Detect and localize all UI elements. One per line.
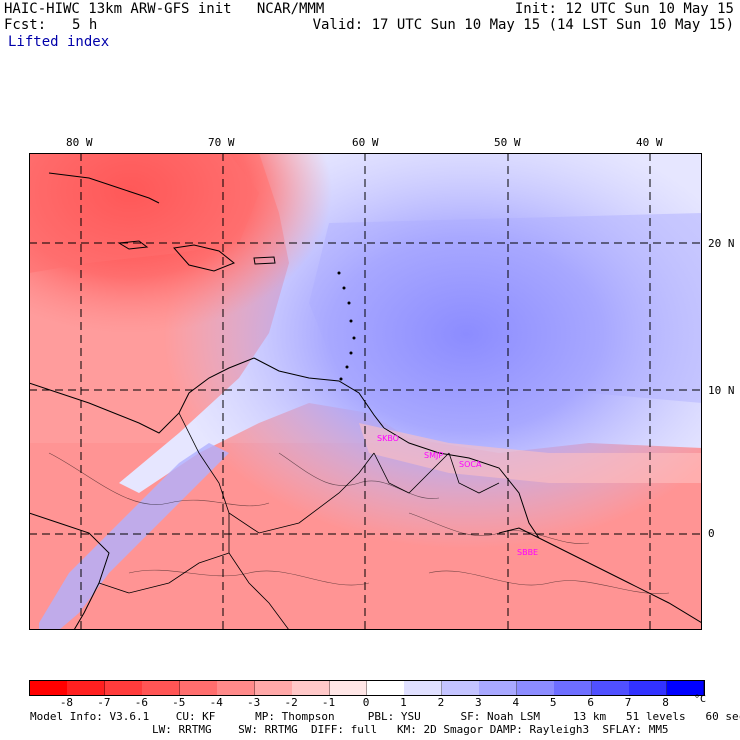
- border: [98, 552, 230, 594]
- colorbar-swatch: [30, 681, 68, 695]
- coastlines: [29, 172, 702, 630]
- andes-stable-streak: [39, 443, 229, 630]
- border: [228, 513, 290, 630]
- contour: [128, 569, 370, 586]
- colorbar-swatch: [441, 681, 480, 695]
- colorbar-unit: °C: [694, 694, 707, 705]
- colorbar-swatch: [142, 681, 181, 695]
- contour: [48, 452, 270, 507]
- colorbar-level-label: 4: [512, 696, 520, 709]
- contour: [428, 570, 670, 594]
- model-info-line2: LW: RRTMG SW: RRTMG DIFF: full KM: 2D Sm…: [152, 723, 669, 736]
- colorbar-level-label: 7: [624, 696, 632, 709]
- colorbar-level-label: 6: [587, 696, 594, 709]
- colorbar-swatch: [629, 681, 668, 695]
- colorbar-swatch: [554, 681, 593, 695]
- colorbar-swatch: [479, 681, 518, 695]
- island-dot: [342, 286, 346, 290]
- island-dot: [339, 377, 343, 381]
- island-dot: [349, 351, 353, 355]
- lon-label-80w: 80 W: [66, 136, 93, 149]
- border: [178, 412, 375, 534]
- colorbar-swatch: [516, 681, 555, 695]
- lon-label-60w: 60 W: [352, 136, 379, 149]
- border: [448, 452, 500, 494]
- island-dot: [349, 319, 353, 323]
- colorbar-level-label: 5: [549, 696, 557, 709]
- island-dot: [352, 336, 356, 340]
- colorbar-level-label: 1: [400, 696, 407, 709]
- coast-central-america: [29, 357, 255, 434]
- colorbar-swatch: [591, 681, 630, 695]
- colorbar-swatch: [292, 681, 331, 695]
- lifted-index-map: SKBO SMJP SOCA SBBE: [29, 153, 702, 630]
- lon-label-40w: 40 W: [636, 136, 663, 149]
- coast-venezuela: [253, 357, 385, 429]
- colorbar-level-label: -4: [209, 696, 223, 709]
- model-info-line1: Model Info: V3.6.1 CU: KF MP: Thompson P…: [30, 710, 740, 723]
- station-label-soca: SOCA: [459, 460, 482, 469]
- station-label-smjp: SMJP: [424, 451, 443, 460]
- contours: [48, 452, 670, 594]
- colorbar-level-label: 3: [475, 696, 482, 709]
- colorbar-swatch: [217, 681, 256, 695]
- lat-label-10n: 10 N: [708, 384, 735, 397]
- map-frame: [29, 153, 702, 630]
- graticule: [29, 153, 702, 630]
- colorbar-swatch: [104, 681, 143, 695]
- lon-label-70w: 70 W: [208, 136, 235, 149]
- island-dot: [337, 271, 341, 275]
- contour: [278, 452, 440, 499]
- forecast-hour: 5 h: [72, 17, 98, 33]
- colorbar-level-label: -6: [134, 696, 148, 709]
- island-dot: [347, 301, 351, 305]
- island-dot: [345, 365, 349, 369]
- colorbar-level-label: -2: [284, 696, 298, 709]
- country-borders: [98, 412, 500, 630]
- colorbar-swatch: [254, 681, 293, 695]
- colorbar-level-label: 2: [437, 696, 445, 709]
- colorbar-level-label: -8: [59, 696, 74, 709]
- lon-label-50w: 50 W: [494, 136, 521, 149]
- coast-puerto-rico: [253, 256, 276, 265]
- colorbar: [29, 680, 705, 696]
- header-init-time: Init: 12 UTC Sun 10 May 15: [514, 1, 734, 17]
- coast-pacific: [29, 512, 110, 630]
- coast-guianas: [383, 427, 540, 539]
- colorbar-swatch: [666, 681, 705, 695]
- lat-label-0: 0: [708, 527, 715, 540]
- lesser-antilles: [337, 271, 356, 381]
- station-labels: SKBO SMJP SOCA SBBE: [377, 434, 538, 557]
- colorbar-level-label: -7: [97, 696, 111, 709]
- coast-cuba: [48, 172, 160, 204]
- colorbar-level-label: -5: [172, 696, 186, 709]
- lat-label-20n: 20 N: [708, 237, 735, 250]
- guiana-coast-shade: [359, 423, 702, 483]
- field-name: Lifted index: [8, 34, 110, 50]
- colorbar-swatch: [67, 681, 106, 695]
- colorbar-swatch: [404, 681, 443, 695]
- forecast-label: Fcst:: [4, 17, 47, 33]
- coast-hispaniola: [173, 244, 235, 272]
- header-title: HAIC-HIWC 13km ARW-GFS init NCAR/MMM: [4, 1, 325, 17]
- contour: [408, 512, 590, 544]
- colorbar-swatch: [367, 681, 405, 695]
- colorbar-level-label: 0: [362, 696, 370, 709]
- header-valid-time: Valid: 17 UTC Sun 10 May 15 (14 LST Sun …: [312, 17, 734, 33]
- station-label-skbo: SKBO: [377, 434, 399, 443]
- colorbar-swatch: [329, 681, 368, 695]
- colorbar-level-label: 8: [662, 696, 669, 709]
- coast-amazon-mouth: [498, 527, 702, 624]
- station-label-sbbe: SBBE: [517, 548, 538, 557]
- colorbar-swatch: [179, 681, 218, 695]
- colorbar-level-label: -3: [247, 696, 261, 709]
- colorbar-level-label: -1: [321, 696, 336, 709]
- coast-jamaica: [117, 240, 149, 250]
